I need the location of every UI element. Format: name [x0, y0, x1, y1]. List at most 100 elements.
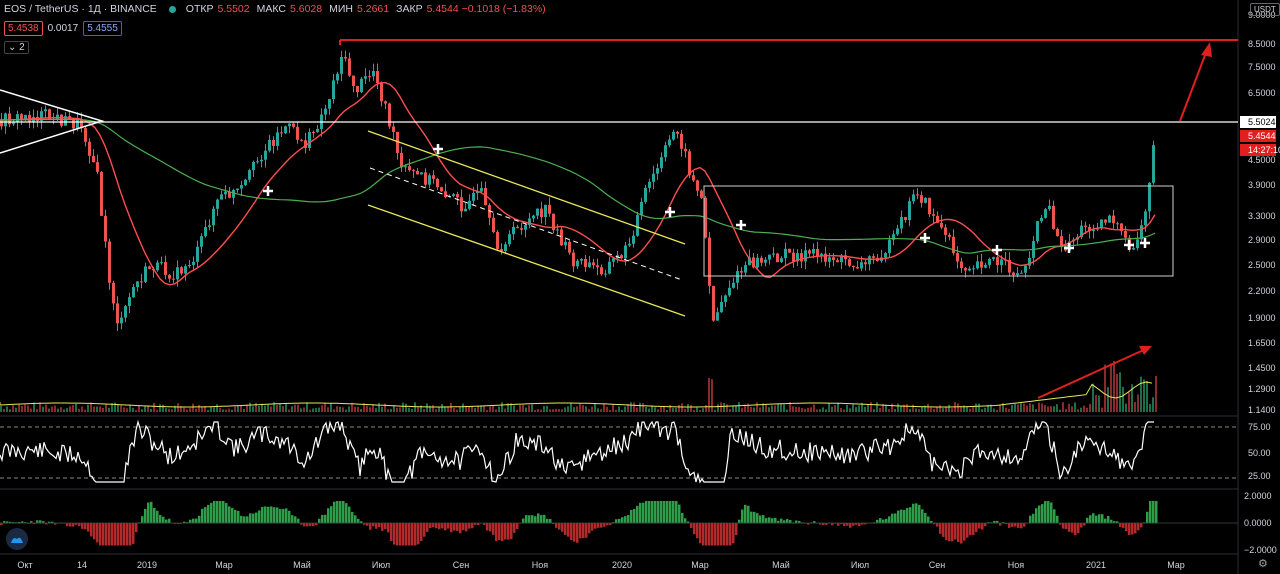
candle [544, 204, 547, 218]
volume-bar [396, 407, 398, 412]
volume-bar [690, 404, 692, 412]
time-axis-label: Май [772, 560, 790, 570]
candle [1012, 272, 1015, 275]
volume-bar [1029, 403, 1031, 412]
candle [0, 120, 3, 127]
volume-bar [405, 403, 407, 412]
candle [312, 132, 315, 134]
volume-bar [990, 404, 992, 412]
volume-bar [183, 407, 185, 412]
volume-bar [678, 404, 680, 412]
macd-bar [717, 523, 720, 546]
macd-bar [1044, 501, 1047, 524]
candle [520, 228, 523, 230]
symbol-title[interactable]: EOS / TetherUS · 1Д · BINANCE [4, 3, 157, 15]
rsi-axis-label: 25.00 [1248, 471, 1271, 481]
macd-bar [627, 515, 630, 524]
volume-bar [216, 404, 218, 412]
volume-bar [96, 406, 98, 412]
volume-bar [717, 404, 719, 412]
candle [728, 287, 731, 296]
volume-bar [132, 407, 134, 412]
cross-marker [920, 233, 930, 243]
volume-bar [198, 405, 200, 412]
candle [412, 170, 415, 172]
candle [316, 128, 319, 133]
macd-bar [243, 516, 246, 524]
candle [332, 80, 335, 100]
candle [648, 181, 651, 188]
candle [308, 132, 311, 149]
volume-bar [1062, 402, 1064, 412]
macd-bar [738, 519, 741, 524]
macd-bar [228, 506, 231, 524]
macd-bar [351, 511, 354, 524]
volume-bar [984, 407, 986, 412]
candle [936, 215, 939, 223]
volume-bar [258, 406, 260, 412]
sell-price[interactable]: 5.4538 [4, 21, 43, 36]
currency-badge[interactable]: USDT [1250, 3, 1280, 16]
volume-bar [282, 405, 284, 412]
volume-bar [888, 409, 890, 412]
candle [932, 214, 935, 216]
volume-bar [663, 405, 665, 412]
candle [388, 103, 391, 127]
macd-bar [579, 523, 582, 539]
tradingview-logo-icon[interactable] [6, 528, 28, 550]
gear-icon[interactable]: ⚙ [1258, 558, 1268, 570]
volume-bar [1128, 392, 1130, 412]
macd-bar [318, 518, 321, 524]
macd-axis-label: −2.0000 [1244, 545, 1277, 555]
cross-marker [1124, 240, 1134, 250]
volume-bar [246, 404, 248, 412]
candle [1028, 257, 1031, 266]
candle [12, 122, 15, 125]
volume-bar [1056, 404, 1058, 412]
volume-bar [837, 402, 839, 412]
macd-bar [591, 523, 594, 531]
candle [628, 243, 631, 246]
volume-bar [51, 406, 53, 412]
candle [644, 187, 647, 202]
candle [1100, 219, 1103, 229]
volume-bar [1017, 404, 1019, 412]
volume-bar [537, 409, 539, 412]
macd-bar [1068, 523, 1071, 532]
candle [552, 213, 555, 231]
macd-bar [99, 523, 102, 546]
macd-bar [651, 501, 654, 524]
macd-bar [216, 501, 219, 524]
volume-bar [363, 403, 365, 412]
macd-bar [150, 501, 153, 524]
volume-bar [615, 409, 617, 412]
macd-bar [807, 523, 810, 525]
volume-bar [237, 405, 239, 412]
volume-bar [399, 407, 401, 412]
macd-bar [783, 520, 786, 524]
price-axis-label: 2.9000 [1248, 235, 1276, 245]
candle [956, 253, 959, 262]
candle [492, 217, 495, 233]
volume-bar [186, 409, 188, 412]
candle [484, 188, 487, 206]
arrow-head [1201, 42, 1212, 57]
candle [1124, 230, 1127, 238]
candle [352, 75, 355, 87]
volume-bar [372, 404, 374, 412]
candle [960, 261, 963, 269]
volume-bar [0, 406, 2, 412]
macd-bar [1083, 523, 1086, 526]
candle [416, 170, 419, 175]
volume-bar [957, 403, 959, 412]
candle [920, 195, 923, 203]
indicators-toggle[interactable]: ⌄ 2 [4, 41, 29, 54]
candle [668, 139, 671, 146]
macd-bar [1032, 513, 1035, 524]
macd-bar [327, 508, 330, 524]
volume-bar [285, 402, 287, 412]
macd-bar [609, 523, 612, 525]
buy-price[interactable]: 5.4555 [83, 21, 122, 36]
macd-bar [660, 501, 663, 524]
